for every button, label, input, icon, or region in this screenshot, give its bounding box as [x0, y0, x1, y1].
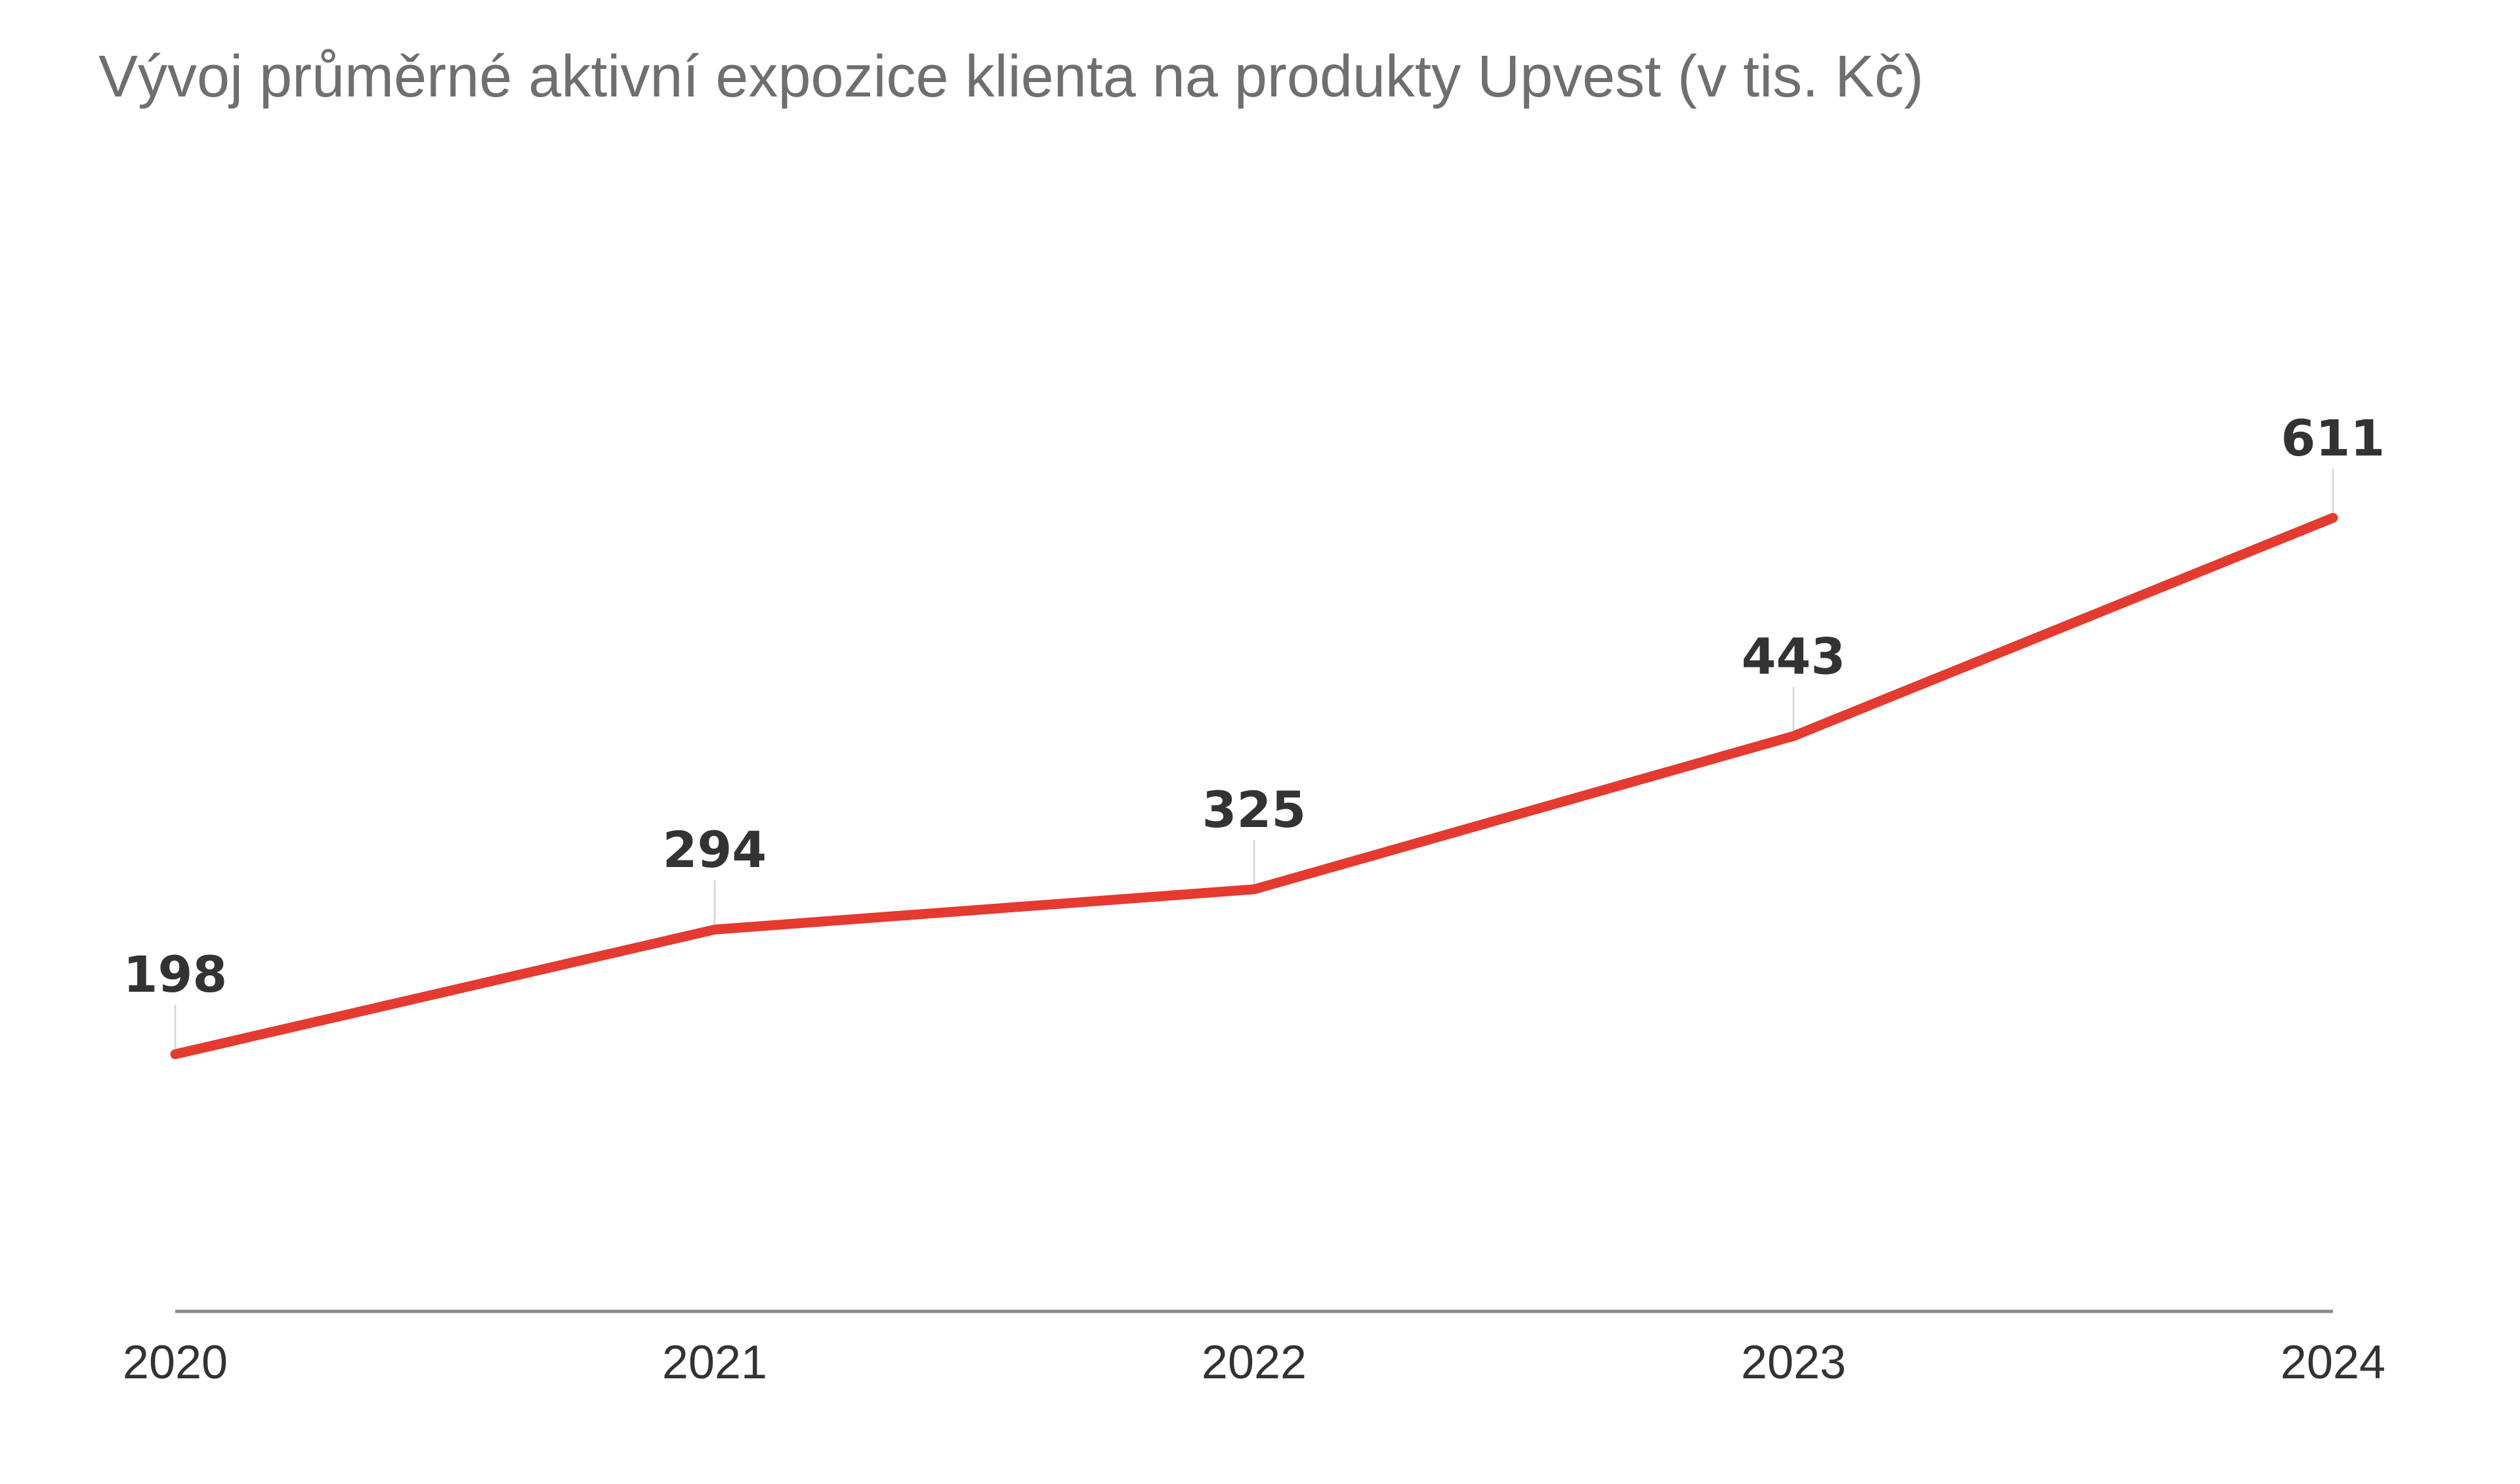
data-label: 198	[123, 945, 228, 1004]
chart-title: Vývoj průměrné aktivní expozice klienta …	[98, 44, 1924, 110]
x-tick-label: 2022	[1202, 1336, 1307, 1389]
x-tick-label: 2024	[2280, 1336, 2385, 1389]
x-tick-labels: 2020 2021 2022 2023 2024	[123, 1336, 2385, 1389]
data-label: 443	[1742, 627, 1846, 685]
data-labels: 198 294 325 443 611	[123, 409, 2385, 1004]
x-tick-label: 2020	[123, 1336, 228, 1389]
data-label: 611	[2281, 409, 2385, 467]
data-label: 325	[1202, 780, 1307, 839]
data-label: 294	[663, 820, 767, 879]
label-connectors	[174, 468, 2334, 1049]
x-tick-label: 2021	[662, 1336, 767, 1389]
series-line	[170, 513, 2338, 1059]
x-tick-label: 2023	[1741, 1336, 1846, 1389]
